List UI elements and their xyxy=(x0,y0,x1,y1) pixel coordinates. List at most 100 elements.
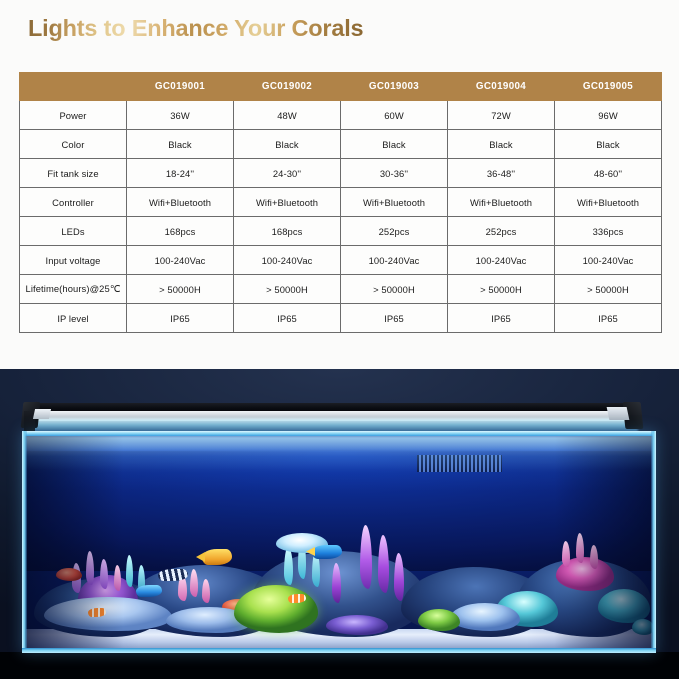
cell-ip-level-3: IP65 xyxy=(340,303,448,333)
tank-glass-edge-right xyxy=(651,431,656,653)
cell-leds-4: 252pcs xyxy=(447,216,555,246)
model-header-4: GC019004 xyxy=(447,72,555,101)
cell-ip-level-2: IP65 xyxy=(233,303,341,333)
tank-rim-top xyxy=(22,431,656,436)
coral-branch-cyan xyxy=(284,547,293,585)
table-corner-cell xyxy=(19,72,127,101)
cell-color-2: Black xyxy=(233,129,341,159)
cell-input-voltage-2: 100-240Vac xyxy=(233,245,341,275)
coral-branch-purple xyxy=(86,551,94,585)
row-label-controller: Controller xyxy=(19,187,127,217)
coral-branch-purple xyxy=(100,559,108,589)
coral-purple-plate xyxy=(326,615,388,635)
photo-bottom-band xyxy=(0,652,679,679)
cell-leds-2: 168pcs xyxy=(233,216,341,246)
row-label-fit-tank-size: Fit tank size xyxy=(19,158,127,188)
coral-teal xyxy=(598,589,650,623)
aquarium-tank xyxy=(22,431,656,653)
cell-controller-3: Wifi+Bluetooth xyxy=(340,187,448,217)
table-body: Power 36W 48W 60W 72W 96W Color Black Bl… xyxy=(19,100,662,333)
model-header-2: GC019002 xyxy=(233,72,341,101)
coral-staghorn-purple xyxy=(344,541,355,597)
fish-striped xyxy=(158,569,188,581)
coral-staghorn-purple xyxy=(360,525,372,589)
cell-color-4: Black xyxy=(447,129,555,159)
cell-color-1: Black xyxy=(126,129,234,159)
table-row: Color Black Black Black Black Black xyxy=(19,129,662,159)
coral-green-small xyxy=(418,609,460,631)
row-label-lifetime: Lifetime(hours)@25℃ xyxy=(19,274,127,304)
coral-branch-pink xyxy=(114,565,121,591)
coral-staghorn-purple xyxy=(378,535,389,593)
fish-clownfish xyxy=(288,594,306,603)
model-header-3: GC019003 xyxy=(340,72,448,101)
cell-power-4: 72W xyxy=(447,100,555,130)
fish-clownfish xyxy=(88,608,106,617)
cell-controller-5: Wifi+Bluetooth xyxy=(554,187,662,217)
fish-yellow-tang-tail xyxy=(196,552,205,562)
cell-power-1: 36W xyxy=(126,100,234,130)
coral-staghorn-purple xyxy=(394,553,404,601)
tank-glass-sheen xyxy=(22,436,656,470)
cell-color-5: Black xyxy=(554,129,662,159)
fish-yellow-tang xyxy=(202,549,232,565)
coral-branch-magenta xyxy=(590,545,598,569)
led-mount-bracket-left-post xyxy=(24,411,35,431)
coral-branch-magenta xyxy=(562,541,570,567)
cell-lifetime-3: > 50000H xyxy=(340,274,448,304)
cell-input-voltage-4: 100-240Vac xyxy=(447,245,555,275)
coral-branch-teal xyxy=(126,555,133,587)
coral-red xyxy=(56,568,82,581)
cell-ip-level-5: IP65 xyxy=(554,303,662,333)
specification-table: GC019001 GC019002 GC019003 GC019004 GC01… xyxy=(19,72,662,333)
cell-power-3: 60W xyxy=(340,100,448,130)
table-row: Fit tank size 18-24'' 24-30'' 30-36'' 36… xyxy=(19,158,662,188)
aquarium-product-photo xyxy=(0,369,679,679)
fish-blue-tang xyxy=(312,545,342,559)
row-label-input-voltage: Input voltage xyxy=(19,245,127,275)
coral-reef-scene xyxy=(26,507,654,637)
coral-encrusting-pale xyxy=(44,597,172,631)
cell-fit-tank-size-2: 24-30'' xyxy=(233,158,341,188)
cell-lifetime-4: > 50000H xyxy=(447,274,555,304)
led-light-bar xyxy=(36,403,628,412)
cell-lifetime-5: > 50000H xyxy=(554,274,662,304)
table-row: LEDs 168pcs 168pcs 252pcs 252pcs 336pcs xyxy=(19,216,662,246)
row-label-power: Power xyxy=(19,100,127,130)
row-label-ip-level: IP level xyxy=(19,303,127,333)
cell-fit-tank-size-4: 36-48'' xyxy=(447,158,555,188)
cell-controller-2: Wifi+Bluetooth xyxy=(233,187,341,217)
row-label-color: Color xyxy=(19,129,127,159)
coral-blue-pale xyxy=(450,603,520,631)
row-label-leds: LEDs xyxy=(19,216,127,246)
cell-controller-1: Wifi+Bluetooth xyxy=(126,187,234,217)
led-bracket-left-highlight xyxy=(32,409,52,419)
table-header: GC019001 GC019002 GC019003 GC019004 GC01… xyxy=(19,72,662,101)
led-bracket-right-highlight xyxy=(606,407,630,420)
table-row: Input voltage 100-240Vac 100-240Vac 100-… xyxy=(19,245,662,275)
model-header-1: GC019001 xyxy=(126,72,234,101)
coral-branch-magenta xyxy=(576,533,584,563)
led-bar-face xyxy=(30,411,634,421)
cell-ip-level-4: IP65 xyxy=(447,303,555,333)
table-row: Lifetime(hours)@25℃ > 50000H > 50000H > … xyxy=(19,274,662,304)
cell-color-3: Black xyxy=(340,129,448,159)
cell-leds-5: 336pcs xyxy=(554,216,662,246)
cell-power-2: 48W xyxy=(233,100,341,130)
cell-fit-tank-size-5: 48-60'' xyxy=(554,158,662,188)
cell-input-voltage-5: 100-240Vac xyxy=(554,245,662,275)
cell-lifetime-2: > 50000H xyxy=(233,274,341,304)
page-title: Lights to Enhance Your Corals xyxy=(28,15,364,41)
coral-green-brain xyxy=(234,585,318,633)
title-bar: Lights to Enhance Your Corals xyxy=(0,0,679,64)
cell-leds-1: 168pcs xyxy=(126,216,234,246)
model-header-5: GC019005 xyxy=(554,72,662,101)
cell-lifetime-1: > 50000H xyxy=(126,274,234,304)
fish-blue-damsel xyxy=(136,585,162,597)
table-header-row: GC019001 GC019002 GC019003 GC019004 GC01… xyxy=(19,72,662,101)
tank-glass-edge-bottom xyxy=(22,648,656,653)
table-row: IP level IP65 IP65 IP65 IP65 IP65 xyxy=(19,303,662,333)
cell-fit-tank-size-3: 30-36'' xyxy=(340,158,448,188)
cell-leds-3: 252pcs xyxy=(340,216,448,246)
